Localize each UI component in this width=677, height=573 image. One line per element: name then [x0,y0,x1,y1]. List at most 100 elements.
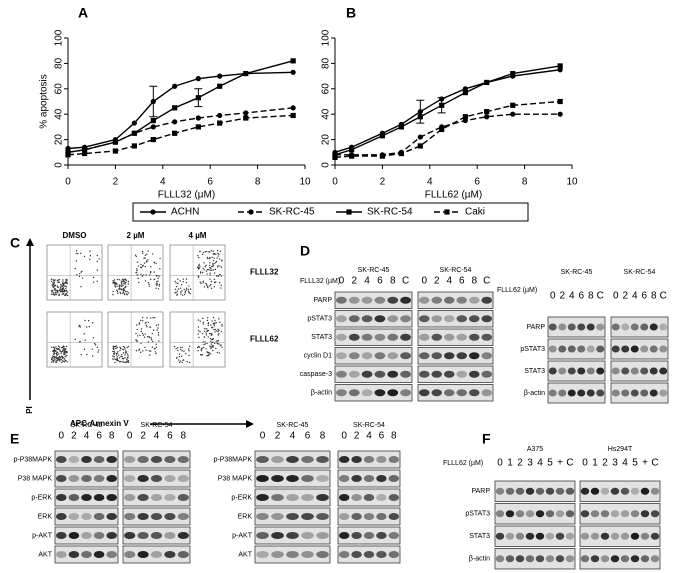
band [649,367,658,375]
dot [178,353,181,355]
lane-label: C [566,458,573,469]
band [481,315,492,323]
band [68,456,80,463]
band [376,551,387,558]
band [256,456,269,463]
band [565,555,575,563]
dot [63,351,66,353]
band [620,532,630,540]
lane-label: 0 [127,431,133,442]
band [590,532,600,540]
point [195,76,201,82]
band [271,513,284,520]
band [351,475,362,482]
dot [57,345,60,348]
dot [75,250,78,252]
band [348,315,360,323]
dot [53,355,56,358]
band [525,487,535,495]
group-label: A375 [527,446,543,453]
band [376,513,387,520]
dot [150,337,153,339]
band [81,456,92,463]
point [484,79,490,86]
dot [215,340,218,342]
dot [221,346,223,348]
dot [50,293,53,295]
series-line [334,65,561,156]
dot [57,353,60,355]
lane-label: 0 [341,431,347,442]
dot [209,324,212,326]
row-label: P38 MAPK [218,475,253,482]
lane-label: 8 [181,431,187,442]
group-label: SK-RC-54 [353,422,385,429]
dot [211,320,213,322]
dot [154,348,156,350]
dot [198,263,200,266]
band [431,389,442,397]
group-label: SK-RC-45 [358,267,390,274]
dot [119,291,121,293]
band [456,370,467,378]
band [400,315,411,323]
pi-arrowhead [26,238,34,246]
dot [116,285,118,288]
dot [210,334,213,336]
band [56,551,67,558]
dot [205,348,207,350]
band [456,352,467,360]
dot [125,285,127,287]
point [172,105,178,111]
row-label: AKT [238,551,252,558]
legend-marker [444,209,450,215]
x-tick-label: 4 [427,177,433,188]
band [338,532,350,539]
lane-label: 2 [517,458,523,469]
dot [159,268,161,270]
dot [212,264,215,266]
dot [112,280,114,282]
band [137,551,149,558]
dot [81,270,83,273]
dot [58,348,61,351]
y-tick-label: 60 [321,83,332,95]
error-bar [194,88,203,108]
dot [121,283,123,286]
x-tick-label: 2 [113,177,119,188]
dot [64,356,66,358]
band [137,475,149,482]
row-label: β-actin [469,556,490,563]
dot [89,255,92,257]
dot [64,290,66,292]
point [379,153,385,159]
dot [203,286,206,288]
point [484,114,490,120]
band [630,389,639,397]
dot [145,274,147,276]
band [361,333,373,341]
band [68,475,80,482]
dot [203,346,205,349]
lane-label: 4 [632,291,638,302]
band [150,475,163,482]
dot [211,341,213,344]
band [387,370,399,378]
dot [207,336,209,338]
dot [63,361,66,363]
dot [135,350,138,352]
band [363,456,375,463]
dot [147,281,150,284]
dot [213,272,216,274]
band [621,367,630,375]
dot [52,361,55,363]
dot [78,325,80,328]
dot [181,294,184,296]
dot [213,252,215,255]
band [301,456,314,463]
band [586,323,595,331]
dot [203,330,206,333]
band [164,551,176,558]
band [376,532,387,539]
dot [58,355,61,358]
